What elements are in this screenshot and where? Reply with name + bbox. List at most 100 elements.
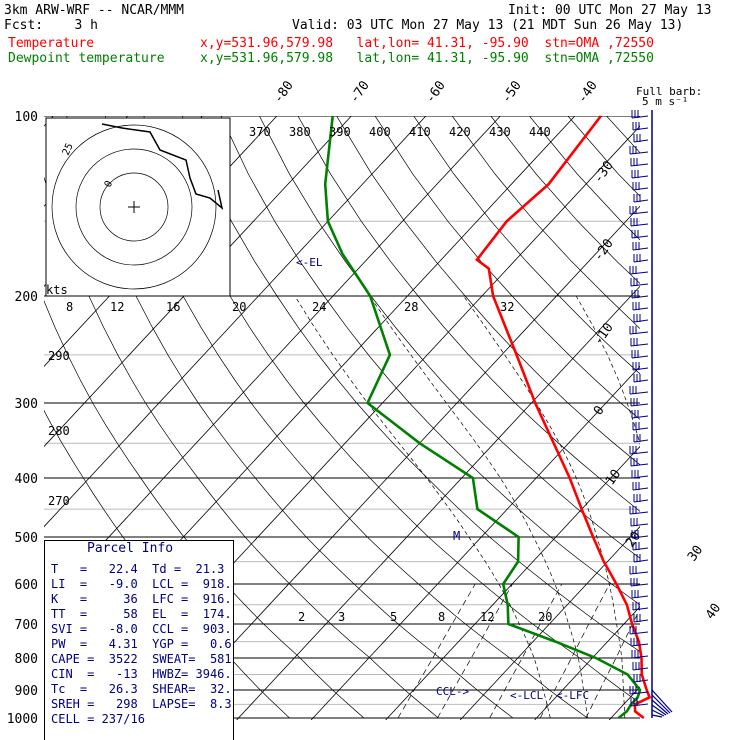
isotherm-label: -70 [347, 78, 373, 106]
theta-label: 440 [529, 125, 551, 139]
dry-adiabat-line [104, 116, 588, 719]
isotherm-label: -80 [271, 78, 297, 106]
isotherm-line [161, 116, 640, 720]
hodograph-speed-label: 32 [500, 300, 514, 314]
wind-barb-lowlevel [651, 699, 669, 715]
dry-adiabat-line [722, 116, 740, 718]
dry-adiabat-line [645, 116, 740, 718]
wind-barb-shaft [632, 487, 649, 491]
wind-barb-shaft [633, 439, 649, 443]
pressure-label: 200 [15, 290, 38, 305]
mixing-ratio-label: 12 [480, 610, 494, 624]
isotherm-label: -40 [575, 78, 601, 106]
parcel-row: LI = -9.0 LCL = 918. [51, 577, 232, 591]
wind-barb-shaft [633, 139, 649, 143]
isotherm-label: -30 [591, 158, 617, 186]
dewpoint-line [323, 115, 642, 720]
wind-barb-shaft [633, 499, 649, 503]
parcel-row: CIN = -13 HWBZ= 3946. [51, 667, 232, 681]
dry-adiabat-label: 280 [48, 424, 70, 438]
parcel-row: CAPE = 3522 SWEAT= 581 [51, 652, 232, 666]
wind-barb-lowlevel [651, 694, 671, 714]
pressure-label: 300 [15, 397, 38, 412]
dry-adiabat-line [181, 116, 640, 719]
hodograph-ring [51, 124, 217, 290]
wind-barb-shaft [631, 235, 649, 239]
isotherm-label: -10 [591, 320, 617, 348]
parcel-row: TT = 58 EL = 174. [51, 607, 232, 621]
dry-adiabat-line [297, 116, 640, 719]
isotherm-line [44, 116, 352, 720]
pressure-label: 700 [15, 618, 38, 633]
barb-legend-label: Full barb: [636, 85, 702, 98]
dry-adiabat-line [451, 116, 640, 719]
isotherm-label: 30 [685, 543, 706, 564]
wind-barb-shaft [632, 187, 649, 191]
hodograph-speed-label: 28 [404, 300, 418, 314]
pressure-label: 500 [15, 531, 38, 546]
isotherm-label: -60 [423, 78, 449, 106]
mixing-ratio-line [437, 583, 513, 719]
mixing-ratio-line [489, 583, 563, 719]
lcl-marker: <-LCL [510, 689, 543, 702]
dry-adiabat-line [684, 116, 740, 718]
wind-barb-shaft [633, 319, 649, 323]
wind-barb-lowlevel [651, 709, 665, 717]
wind-barb-shaft [633, 679, 649, 683]
hodograph-panel [45, 117, 231, 297]
isotherm-line [44, 116, 501, 720]
pressure-label: 100 [15, 110, 38, 125]
pressure-label: 600 [15, 578, 38, 593]
kts-label: kts [46, 283, 68, 297]
wind-barb-column [629, 110, 673, 718]
model-title: 3km ARW-WRF -- NCAR/MMM [4, 3, 185, 18]
wind-barb-shaft [631, 595, 649, 599]
temperature-line [475, 115, 652, 720]
temperature-location: x,y=531.96,579.98 lat,lon= 41.31, -95.90… [200, 36, 654, 51]
pressure-label: 1000 [7, 712, 38, 727]
hodograph-trace [101, 123, 224, 210]
moist-adiabat-line [369, 295, 588, 719]
pressure-label: 900 [15, 684, 38, 699]
wind-barb-lowlevel [651, 704, 667, 716]
dry-adiabat-line [44, 116, 439, 719]
mixing-ratio-label: 5 [390, 610, 397, 624]
mixing-ratio-label: 3 [338, 610, 345, 624]
wind-barb-shaft [633, 379, 649, 383]
theta-label: 430 [489, 125, 511, 139]
dry-adiabat-label: 290 [48, 349, 70, 363]
wind-barb-shaft [632, 247, 649, 251]
moist-adiabat-line [463, 295, 626, 719]
isotherm-label: 20 [623, 529, 644, 550]
dewpoint-location: x,y=531.96,579.98 lat,lon= 41.31, -95.90… [200, 51, 654, 66]
theta-label: 390 [329, 125, 351, 139]
dry-adiabat-line [143, 116, 640, 719]
barb-legend-label: 5 m s⁻¹ [642, 95, 688, 108]
hodograph-speed-label: 8 [66, 300, 73, 314]
init-time: Init: 00 UTC Mon 27 May 13 [508, 3, 712, 18]
mixing-ratio-label: 2 [298, 610, 305, 624]
mixing-ratio-line [585, 583, 640, 719]
theta-label: 370 [249, 125, 271, 139]
isotherm-line [608, 116, 640, 720]
dry-adiabat-line [336, 116, 640, 719]
parcel-row: Tc = 26.3 SHEAR= 32. [51, 682, 232, 696]
pressure-label: 800 [15, 652, 38, 667]
dry-adiabat-line [413, 116, 640, 719]
hodograph-ring [75, 148, 193, 266]
dry-adiabat-line [567, 116, 640, 719]
isotherm-line [385, 116, 640, 720]
theta-label: 410 [409, 125, 431, 139]
mixing-ratio-label: 20 [538, 610, 552, 624]
wind-barb-shaft [631, 415, 649, 419]
wind-barb-shaft [632, 607, 649, 611]
hodograph-ring-label: 25 [61, 142, 76, 158]
hodograph-speed-label: 12 [110, 300, 124, 314]
dry-adiabat-label: 270 [48, 494, 70, 508]
isotherm-line [684, 116, 740, 720]
wind-barb-shaft [633, 559, 649, 563]
hodograph-speed-label: 16 [166, 300, 180, 314]
wind-barb-shaft [632, 127, 649, 131]
dry-adiabat-line [374, 116, 640, 719]
